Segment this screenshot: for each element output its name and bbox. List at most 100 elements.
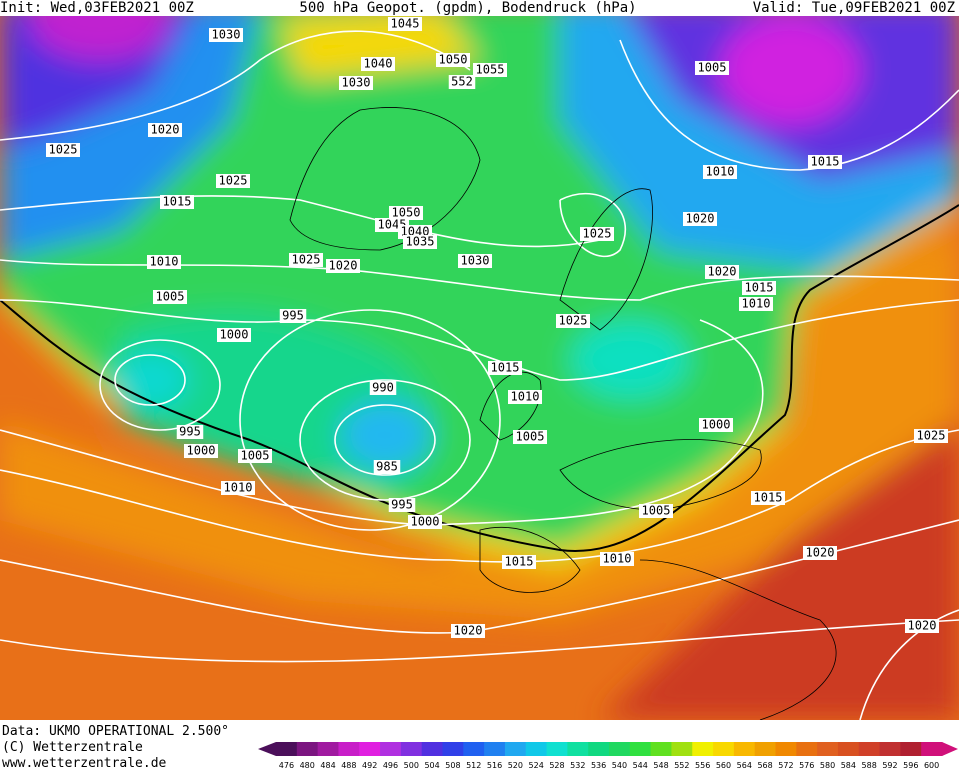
isobar-label-bg: [683, 212, 717, 226]
isobar-label: 1010: [224, 481, 253, 495]
scale-label: 552: [674, 761, 689, 770]
isobar-label: 1015: [754, 491, 783, 505]
isobar-label: 1025: [583, 227, 612, 241]
isobar-label: 1040: [364, 57, 393, 71]
scale-swatch: [733, 742, 756, 756]
isobar-label-bg: [448, 75, 476, 89]
isobar-label-bg: [160, 195, 194, 209]
scale-label: 556: [695, 761, 710, 770]
scale-arrow-right: [942, 742, 958, 756]
isobar-label-bg: [436, 53, 470, 67]
reference-contour: [0, 204, 959, 552]
scale-swatch: [567, 742, 589, 756]
isobar-label: 1030: [342, 76, 371, 90]
isobar-label-bg: [369, 381, 397, 395]
map-field: [0, 16, 959, 720]
scale-label: 560: [716, 761, 731, 770]
isobar-label: 1025: [292, 253, 321, 267]
scale-swatch: [463, 742, 485, 756]
scale-label: 564: [737, 761, 752, 770]
isobar-label: 1020: [908, 619, 937, 633]
scale-swatch: [754, 742, 776, 756]
init-time: Init: Wed,03FEB2021 00Z: [0, 0, 194, 16]
isobar-label-bg: [502, 555, 536, 569]
isobar-label-bg: [513, 430, 547, 444]
isobar-label: 995: [282, 309, 304, 323]
isobar-label-bg: [361, 57, 395, 71]
scale-swatch: [338, 742, 360, 756]
isobar-label: 1020: [806, 546, 835, 560]
scale-label: 528: [549, 761, 564, 770]
isobar-label: 1030: [461, 254, 490, 268]
copyright: (C) Wetterzentrale: [2, 740, 143, 755]
isobar-label: 1010: [511, 390, 540, 404]
isobar-label: 1010: [150, 255, 179, 269]
valid-time: Valid: Tue,09FEB2021 00Z: [753, 0, 955, 16]
isobar-label: 552: [451, 75, 473, 89]
isobar-label-bg: [695, 61, 729, 75]
isobar-label-bg: [451, 624, 485, 638]
scale-swatch: [713, 742, 735, 756]
footer: Data: UKMO OPERATIONAL 2.500° (C) Wetter…: [2, 724, 229, 770]
isobar-label-bg: [388, 498, 416, 512]
isobar-label-bg: [148, 123, 182, 137]
isobar-label-bg: [914, 429, 948, 443]
isobar-label: 1000: [411, 515, 440, 529]
scale-label: 516: [487, 761, 502, 770]
scale-label: 488: [341, 761, 356, 770]
isobar-label-bg: [209, 28, 243, 42]
scale-swatch: [817, 742, 839, 756]
scale-label: 596: [903, 761, 918, 770]
isobar-label-bg: [221, 481, 255, 495]
isobar-label: 1015: [811, 155, 840, 169]
scale-swatch: [692, 742, 714, 756]
scale-label: 588: [862, 761, 877, 770]
isobar-label: 1035: [406, 235, 435, 249]
isobar-label: 985: [376, 460, 398, 474]
scale-label: 592: [882, 761, 897, 770]
map-title: 500 hPa Geopot. (gpdm), Bodendruck (hPa): [299, 0, 636, 16]
isobar-label: 1005: [698, 61, 727, 75]
scale-swatch: [484, 742, 506, 756]
isobar-labels: 1045 1030 1040 1050 1055 1030 552 1005 1020 1025 1…: [46, 17, 948, 638]
scale-swatch: [609, 742, 631, 756]
scale-swatch: [921, 742, 943, 756]
isobar-label: 1005: [241, 449, 270, 463]
isobar-label: 1005: [642, 504, 671, 518]
isobar-label: 1025: [917, 429, 946, 443]
isobar-label-bg: [184, 444, 218, 458]
isobar-label: 1050: [439, 53, 468, 67]
isobar-label-bg: [176, 425, 204, 439]
isobar-label-bg: [147, 255, 181, 269]
scale-swatch: [650, 742, 672, 756]
isobar-label: 995: [391, 498, 413, 512]
isobar-label: 1005: [516, 430, 545, 444]
isobar-label-bg: [289, 253, 323, 267]
isobar-label-bg: [373, 460, 401, 474]
scale-swatch: [380, 742, 402, 756]
isobar-label: 995: [179, 425, 201, 439]
scale-label: 548: [653, 761, 668, 770]
isobar-label-bg: [703, 165, 737, 179]
scale-label: 600: [924, 761, 939, 770]
scale-arrow-left: [258, 742, 276, 756]
isobar-label-bg: [580, 227, 614, 241]
scale-label: 536: [591, 761, 606, 770]
scale-label: 512: [466, 761, 481, 770]
scale-swatch: [504, 742, 527, 756]
isobar-label-bg: [751, 491, 785, 505]
isobar-label: 1020: [454, 624, 483, 638]
isobar-label-bg: [600, 552, 634, 566]
isobar-label-bg: [508, 390, 542, 404]
isobar-label-bg: [808, 155, 842, 169]
scale-label: 484: [320, 761, 335, 770]
isobar-label-bg: [473, 63, 507, 77]
isobar-label-bg: [639, 504, 673, 518]
isobar-label-bg: [279, 309, 307, 323]
scale-label: 476: [279, 761, 294, 770]
isobar-label-bg: [216, 174, 250, 188]
isobar-label: 1020: [686, 212, 715, 226]
isobar-label-bg: [46, 143, 80, 157]
